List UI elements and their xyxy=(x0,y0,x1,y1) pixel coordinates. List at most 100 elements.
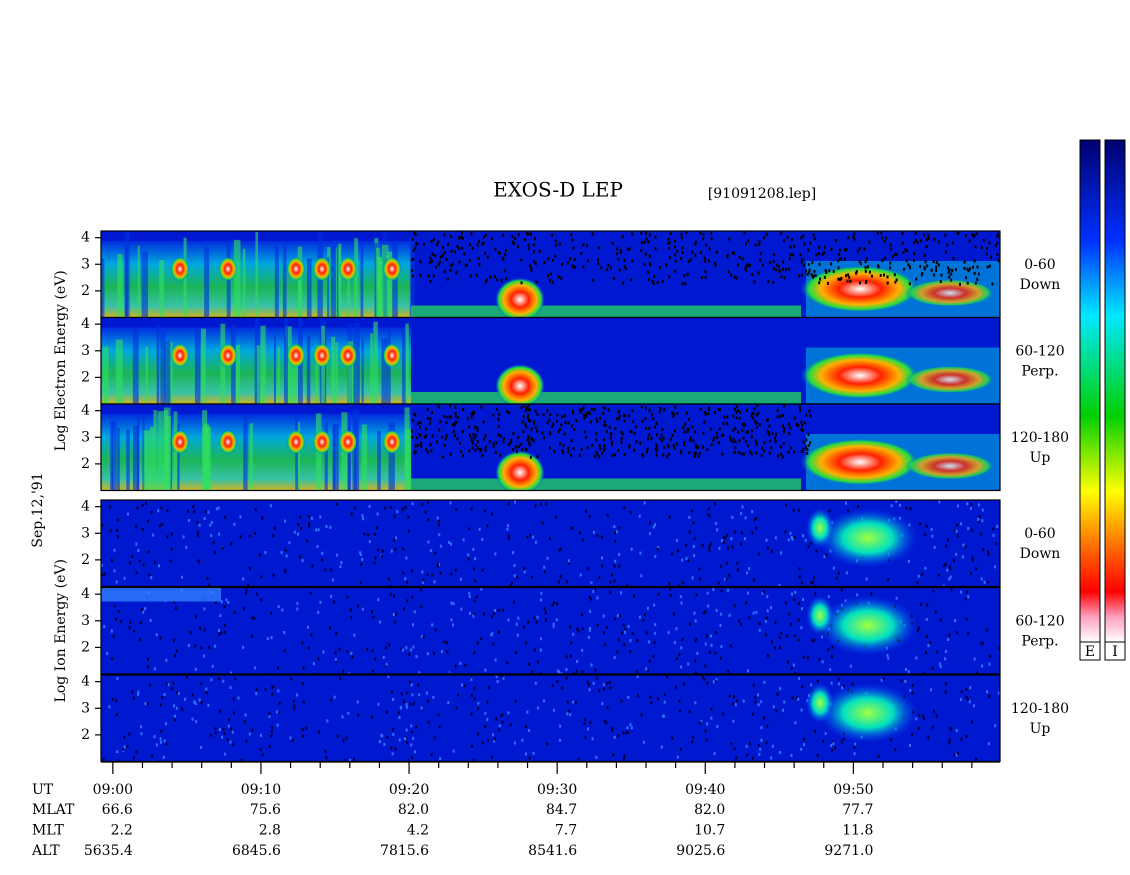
spectrogram-noise xyxy=(495,441,498,445)
orbit-value: 5635.4 xyxy=(84,843,133,859)
spectrogram-noise xyxy=(418,693,421,697)
spectrogram-noise xyxy=(548,278,551,282)
spectrogram-noise xyxy=(702,445,705,449)
spectrogram-noise xyxy=(526,438,529,442)
spectrogram-noise xyxy=(473,651,476,655)
spectrogram-noise xyxy=(927,644,930,648)
spectrogram-streak xyxy=(387,329,391,404)
spectrogram-noise xyxy=(689,436,692,440)
spectrogram-noise xyxy=(604,720,607,724)
spectrogram-noise xyxy=(325,756,328,760)
spectrogram-noise xyxy=(625,731,628,735)
spectrogram-noise xyxy=(527,413,530,417)
spectrogram-noise xyxy=(730,742,733,746)
spectrogram-noise xyxy=(727,546,730,550)
spectrogram-noise xyxy=(812,233,815,237)
spectrogram-streak xyxy=(405,323,409,404)
spectrogram-noise xyxy=(837,277,840,281)
spectrogram-noise xyxy=(708,406,711,410)
panel-label: 60-120 xyxy=(1015,614,1064,630)
spectrogram-noise xyxy=(406,580,409,584)
spectrogram-noise xyxy=(776,415,779,419)
spectrogram-noise xyxy=(654,235,657,239)
spectrogram-noise xyxy=(376,512,379,516)
spectrogram-noise xyxy=(532,751,535,755)
spectrogram-noise xyxy=(561,262,564,266)
spectrogram-noise xyxy=(923,717,926,721)
spectrogram-noise xyxy=(977,520,980,524)
spectrogram-noise xyxy=(534,540,537,544)
spectrogram-noise xyxy=(879,274,882,278)
spectrogram-noise xyxy=(208,645,211,649)
spectrogram-noise xyxy=(643,262,646,266)
spectrogram-noise xyxy=(793,416,796,420)
spectrogram-noise xyxy=(964,597,967,601)
spectrogram-feature xyxy=(905,452,995,480)
spectrogram-noise xyxy=(680,451,683,455)
spectrogram-noise xyxy=(801,428,804,432)
spectrogram-noise xyxy=(714,630,717,634)
spectrogram-noise xyxy=(774,620,777,624)
spectrogram-noise xyxy=(949,575,952,579)
spectrogram-streak xyxy=(254,319,257,404)
spectrogram-noise xyxy=(628,445,631,449)
spectrogram-noise xyxy=(745,440,748,444)
spectrogram-noise xyxy=(909,266,912,270)
spectrogram-noise xyxy=(803,737,806,741)
spectrogram-noise xyxy=(284,519,287,523)
spectrogram-noise xyxy=(689,258,692,262)
spectrogram-noise xyxy=(382,655,385,659)
spectrogram-noise xyxy=(618,268,621,272)
spectrogram-noise xyxy=(986,690,989,694)
spectrogram-feature xyxy=(219,343,237,368)
spectrogram-noise xyxy=(568,709,571,713)
spectrogram-noise xyxy=(585,414,588,418)
spectrogram-noise xyxy=(470,412,473,416)
spectrogram-noise xyxy=(925,524,928,528)
spectrogram-noise xyxy=(129,561,132,565)
spectrogram-noise xyxy=(373,561,376,565)
spectrogram-noise xyxy=(796,696,799,700)
spectrogram-noise xyxy=(629,429,632,433)
spectrogram-noise xyxy=(150,576,153,580)
spectrogram-noise xyxy=(528,443,531,447)
spectrogram-noise xyxy=(572,446,575,450)
spectrogram-noise xyxy=(924,532,927,536)
spectrogram-noise xyxy=(595,438,598,442)
spectrogram-noise xyxy=(611,241,614,245)
spectrogram-noise xyxy=(163,739,166,743)
orbit-value: 84.7 xyxy=(546,802,577,818)
spectrogram-noise xyxy=(654,631,657,635)
spectrogram-noise xyxy=(558,670,561,674)
spectrogram-noise xyxy=(789,245,792,249)
spectrogram-noise xyxy=(248,566,251,570)
spectrogram-noise xyxy=(135,750,138,754)
spectrogram-noise xyxy=(793,634,796,638)
spectrogram-noise xyxy=(868,240,871,244)
spectrogram-noise xyxy=(730,273,733,277)
spectrogram-noise xyxy=(482,235,485,239)
spectrogram-noise xyxy=(956,504,959,508)
spectrogram-noise xyxy=(615,530,618,534)
spectrogram-noise xyxy=(418,671,421,674)
spectrogram-noise xyxy=(429,421,432,425)
spectrogram-noise xyxy=(490,633,493,637)
spectrogram-noise xyxy=(811,261,814,265)
spectrogram-noise xyxy=(446,650,449,654)
spectrogram-noise xyxy=(603,446,606,450)
y-tick-label: 2 xyxy=(81,552,90,568)
spectrogram-noise xyxy=(948,738,951,742)
spectrogram-feature xyxy=(383,430,401,454)
spectrogram-noise xyxy=(823,555,826,559)
spectrogram-noise xyxy=(951,241,954,245)
spectrogram-noise xyxy=(563,432,566,436)
spectrogram-noise xyxy=(828,509,831,513)
spectrogram-streak xyxy=(254,345,261,404)
spectrogram-noise xyxy=(116,518,119,522)
spectrogram-streak xyxy=(282,241,287,318)
spectrogram-noise xyxy=(527,247,530,251)
spectrogram-noise xyxy=(772,705,775,709)
spectrogram-noise xyxy=(672,444,675,448)
spectrogram-noise xyxy=(792,663,795,667)
spectrogram-noise xyxy=(925,237,928,241)
